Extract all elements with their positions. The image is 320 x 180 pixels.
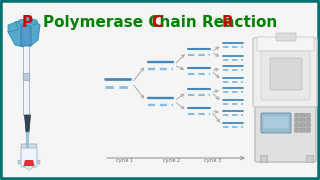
Text: cycle 1: cycle 1 (116, 158, 133, 163)
FancyBboxPatch shape (261, 51, 310, 100)
Text: C: C (151, 15, 162, 30)
Text: cycle 3: cycle 3 (204, 158, 221, 163)
FancyBboxPatch shape (257, 37, 314, 51)
FancyBboxPatch shape (23, 74, 30, 80)
Polygon shape (8, 22, 18, 32)
Polygon shape (26, 132, 29, 148)
Text: R: R (222, 15, 234, 30)
FancyBboxPatch shape (21, 26, 31, 46)
Polygon shape (18, 160, 22, 164)
FancyBboxPatch shape (306, 113, 310, 117)
Text: cycle 2: cycle 2 (163, 158, 180, 163)
FancyBboxPatch shape (300, 128, 305, 132)
FancyBboxPatch shape (306, 128, 310, 132)
FancyBboxPatch shape (295, 113, 299, 117)
FancyBboxPatch shape (300, 113, 305, 117)
FancyBboxPatch shape (300, 118, 305, 122)
FancyBboxPatch shape (21, 147, 37, 167)
FancyBboxPatch shape (295, 128, 299, 132)
Text: P: P (22, 15, 33, 30)
Text: Polymerase Chain Reaction: Polymerase Chain Reaction (43, 15, 277, 30)
FancyBboxPatch shape (306, 123, 310, 127)
Ellipse shape (30, 19, 37, 24)
FancyBboxPatch shape (23, 42, 29, 116)
FancyBboxPatch shape (306, 118, 310, 122)
FancyBboxPatch shape (300, 123, 305, 127)
FancyBboxPatch shape (307, 156, 314, 163)
Polygon shape (21, 144, 37, 148)
FancyBboxPatch shape (276, 33, 296, 41)
FancyBboxPatch shape (295, 123, 299, 127)
Polygon shape (23, 166, 35, 170)
FancyBboxPatch shape (270, 58, 302, 90)
FancyBboxPatch shape (263, 116, 289, 129)
FancyBboxPatch shape (253, 38, 317, 107)
FancyBboxPatch shape (255, 103, 316, 162)
FancyBboxPatch shape (260, 156, 268, 163)
Polygon shape (23, 160, 35, 166)
FancyBboxPatch shape (261, 113, 291, 133)
Ellipse shape (19, 19, 26, 24)
Ellipse shape (25, 17, 31, 22)
Polygon shape (25, 115, 30, 132)
Polygon shape (36, 160, 40, 164)
FancyBboxPatch shape (295, 118, 299, 122)
Polygon shape (8, 18, 40, 48)
